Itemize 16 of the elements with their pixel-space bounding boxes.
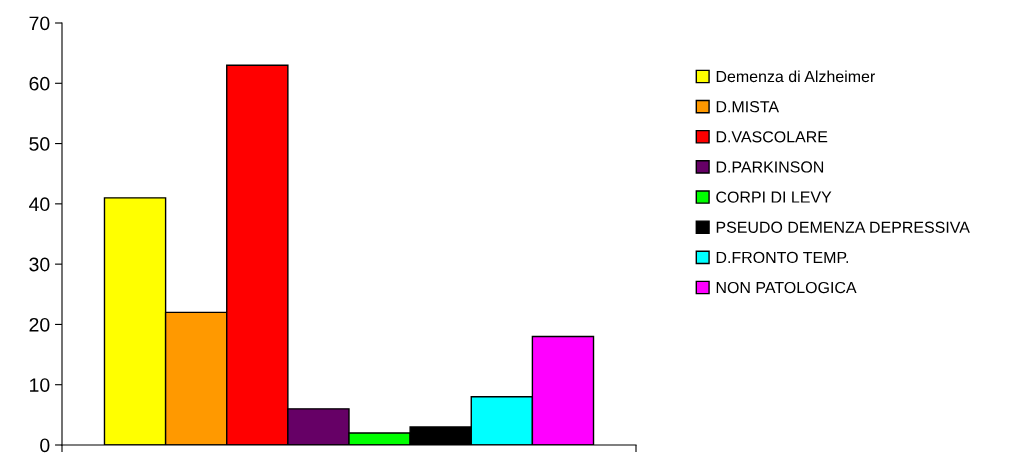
y-tick-label: 50 (29, 137, 50, 151)
y-tick-label: 60 (29, 76, 50, 91)
legend-label: CORPI DI LEVY (716, 191, 832, 203)
y-tick-label: 0 (40, 438, 50, 453)
y-tick-label: 30 (29, 257, 50, 272)
legend-label: D.VASCOLARE (716, 131, 828, 143)
legend-label: NON PATOLOGICA (716, 281, 857, 294)
legend-label: Demenza di Alzheimer (716, 70, 875, 83)
y-tick-label: 20 (29, 317, 50, 332)
y-tick-label: 70 (29, 16, 50, 31)
legend-label: D.PARKINSON (716, 161, 824, 173)
legend-label: PSEUDO DEMENZA DEPRESSIVA (716, 221, 970, 233)
legend-label: D.MISTA (716, 101, 780, 113)
y-tick-label: 10 (30, 378, 50, 392)
legend-label: D.FRONTO TEMP. (716, 251, 849, 264)
y-tick-label: 40 (29, 197, 50, 212)
